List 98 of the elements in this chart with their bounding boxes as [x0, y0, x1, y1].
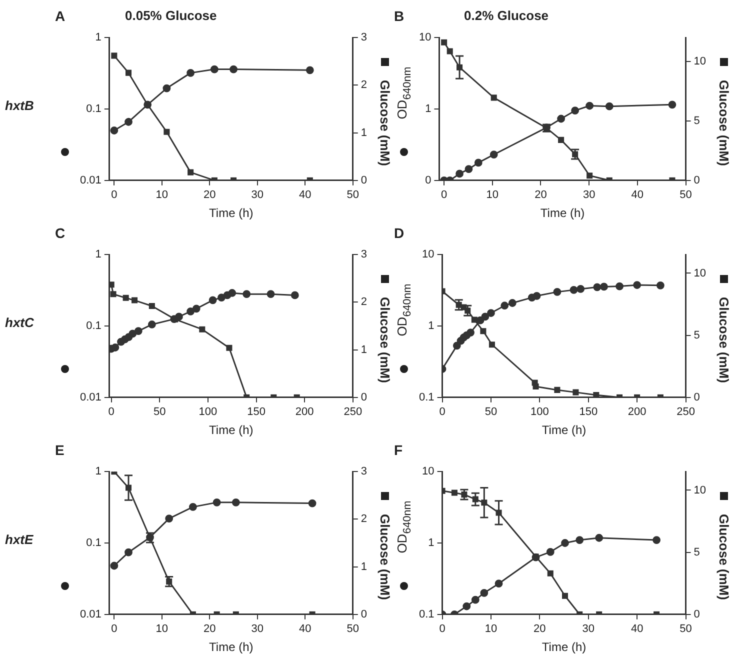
- x-tick-label: 40: [631, 189, 644, 202]
- x-tick-label: 0: [439, 406, 446, 418]
- x-tick-label: 0: [439, 623, 446, 636]
- y-tick-label: 1: [428, 537, 434, 550]
- y2-tick-label: 10: [694, 55, 706, 68]
- x-tick-label: 0: [111, 189, 118, 202]
- y-tick-label: 0.01: [80, 608, 102, 620]
- x-tick-label: 10: [156, 623, 168, 636]
- chart-subtitle: 0.05% Glucose: [125, 8, 217, 23]
- x-tick-label: 200: [628, 406, 646, 418]
- x-tick-label: 50: [154, 406, 166, 418]
- y-tick-label: 1: [425, 103, 432, 116]
- chart-title: F: [394, 442, 403, 458]
- x-tick-label: 50: [484, 406, 498, 418]
- y2-axis-title: Glucose (mM): [378, 297, 392, 383]
- x-tick-label: 30: [582, 623, 594, 636]
- y2-tick-label: 1: [360, 344, 368, 356]
- chart-title: C: [55, 225, 66, 241]
- y2-tick-label: 2: [360, 296, 368, 308]
- x-tick-label: 40: [299, 623, 312, 636]
- y-tick-label: 1: [95, 32, 102, 44]
- x-tick-label: 150: [247, 406, 266, 418]
- y2-tick-label: 1: [360, 560, 368, 573]
- y-tick-label: 10: [422, 248, 434, 261]
- y2-tick-label: 5: [694, 329, 700, 342]
- y2-axis-title: Glucose (mM): [716, 297, 732, 383]
- y-tick-label: 1: [95, 466, 102, 478]
- x-tick-label: 100: [198, 406, 218, 418]
- y2-tick-label: 0: [360, 391, 368, 404]
- y2-axis-title: Glucose (mM): [716, 514, 732, 600]
- x-tick-label: 250: [676, 406, 695, 418]
- y2-tick-label: 3: [360, 248, 368, 261]
- chart-title: B: [394, 8, 404, 24]
- chart-subtitle: 0.2% Glucose: [464, 8, 549, 23]
- y2-tick-label: 0: [694, 174, 700, 186]
- y-tick-label: 0.01: [80, 174, 102, 186]
- y2-tick-label: 0: [694, 608, 700, 620]
- y-tick-label: 0.1: [86, 103, 102, 116]
- y-tick-label: 0.1: [418, 391, 434, 404]
- chart-title: D: [394, 225, 404, 241]
- y2-tick-label: 0: [360, 608, 368, 620]
- x-tick-label: 10: [484, 623, 498, 636]
- y-tick-label: 0.1: [86, 537, 102, 550]
- x-tick-label: 40: [299, 189, 312, 202]
- text: hxtC: [5, 315, 34, 330]
- x-tick-label: 250: [344, 406, 362, 418]
- x-axis-title: Time (h): [542, 423, 586, 438]
- x-axis-title: Time (h): [542, 640, 586, 654]
- y2-tick-label: 2: [360, 79, 368, 92]
- y-tick-label: 1: [428, 320, 434, 332]
- y-tick-label: 0.01: [80, 391, 102, 404]
- x-tick-label: 30: [251, 623, 264, 636]
- y2-tick-label: 0: [694, 391, 700, 404]
- chart-title: A: [55, 8, 66, 24]
- y2-tick-label: 3: [360, 466, 368, 478]
- x-tick-label: 200: [295, 406, 314, 418]
- y2-tick-label: 3: [360, 32, 368, 44]
- text: hxtE: [5, 532, 34, 547]
- y2-tick-label: 0: [360, 174, 368, 186]
- x-tick-label: 50: [346, 623, 360, 636]
- x-axis-title: Time (h): [209, 423, 254, 438]
- x-tick-label: 40: [630, 623, 644, 636]
- y2-tick-label: 1: [360, 126, 368, 139]
- x-tick-label: 20: [534, 189, 547, 202]
- x-tick-label: 50: [680, 189, 692, 202]
- y2-tick-label: 10: [694, 267, 706, 280]
- x-tick-label: 30: [251, 189, 264, 202]
- x-tick-label: 20: [204, 623, 216, 636]
- y-tick-label: 0.1: [86, 320, 102, 332]
- y-tick-label: 0: [425, 174, 432, 186]
- x-tick-label: 100: [530, 406, 549, 418]
- y-tick-label: 10: [422, 466, 434, 478]
- x-tick-label: 0: [108, 406, 114, 418]
- y2-axis-title: Glucose (mM): [716, 80, 732, 166]
- y-tick-label: 1: [95, 248, 102, 261]
- x-tick-label: 10: [156, 189, 168, 202]
- x-axis-title: Time (h): [540, 206, 585, 220]
- x-tick-label: 150: [579, 406, 598, 418]
- x-tick-label: 0: [441, 189, 448, 202]
- text: hxtB: [5, 98, 34, 113]
- x-tick-label: 30: [582, 189, 596, 202]
- x-tick-label: 0: [111, 623, 118, 636]
- y2-axis-title: Glucose (mM): [378, 514, 392, 600]
- x-tick-label: 20: [534, 623, 546, 636]
- x-tick-label: 50: [346, 189, 360, 202]
- y2-tick-label: 5: [694, 114, 700, 127]
- x-tick-label: 20: [204, 189, 216, 202]
- y2-tick-label: 2: [360, 513, 368, 526]
- x-tick-label: 10: [486, 189, 499, 202]
- y-tick-label: 10: [418, 32, 432, 44]
- y-tick-label: 0.1: [418, 608, 434, 620]
- y2-tick-label: 10: [694, 484, 706, 496]
- x-axis-title: Time (h): [209, 206, 254, 220]
- y2-axis-title: Glucose (mM): [378, 80, 392, 166]
- x-tick-label: 50: [680, 623, 692, 636]
- x-axis-title: Time (h): [209, 640, 254, 654]
- chart-title: E: [55, 442, 64, 458]
- y2-tick-label: 5: [694, 546, 700, 558]
